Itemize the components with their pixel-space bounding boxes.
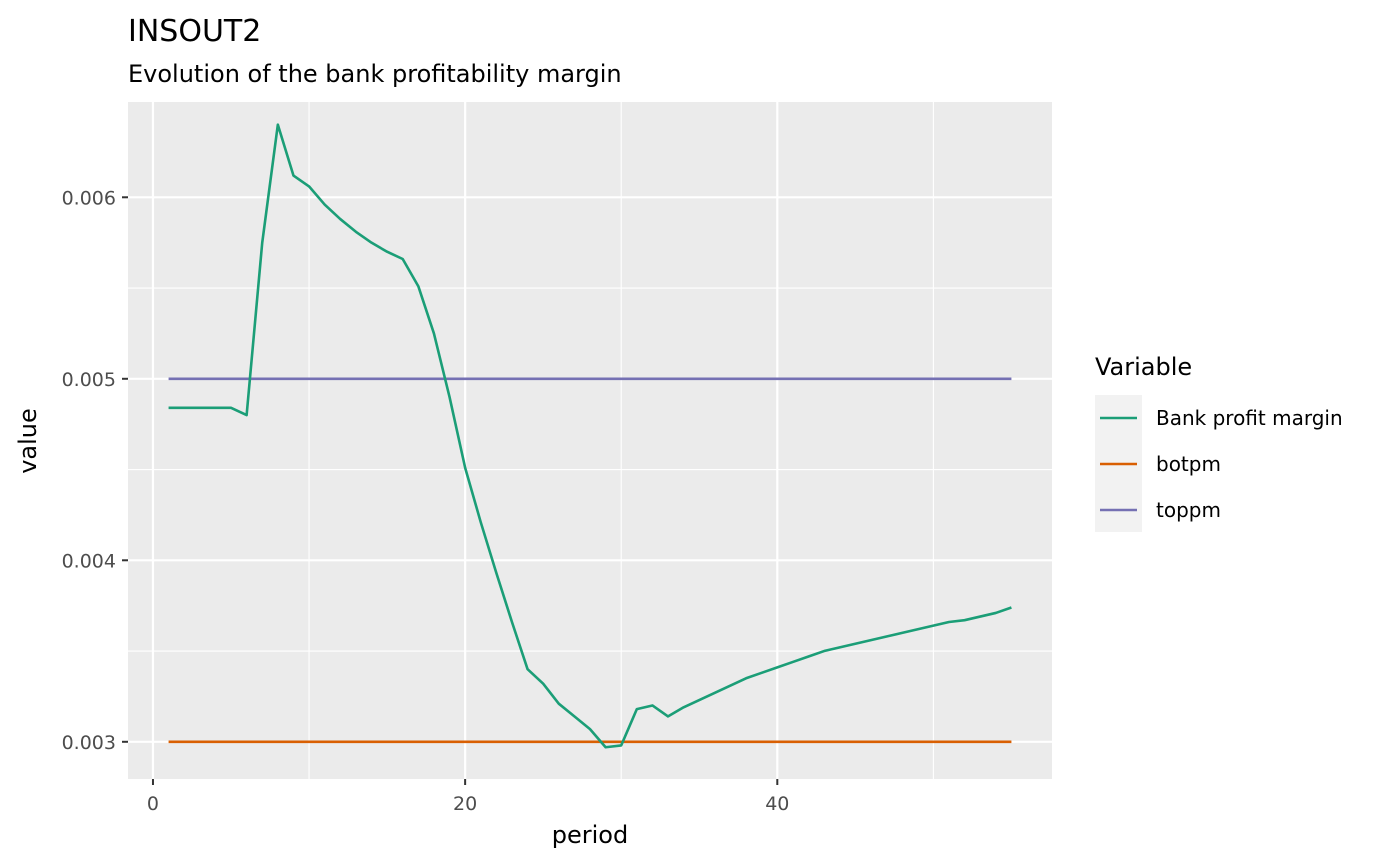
- y-tick-label: 0.006: [62, 187, 116, 209]
- y-tick-label: 0.005: [62, 369, 116, 391]
- series-line-bank-profit-margin: [168, 123, 1012, 749]
- legend: Variable Bank profit margin botpm toppm: [1095, 353, 1343, 532]
- chart-title: INSOUT2: [128, 14, 261, 49]
- plot-panel: [128, 102, 1052, 779]
- x-tick-label: 0: [147, 793, 159, 815]
- x-axis-title: period: [552, 821, 628, 849]
- legend-label: toppm: [1156, 498, 1221, 522]
- x-tick-label: 40: [765, 793, 789, 815]
- legend-label: botpm: [1156, 452, 1221, 476]
- x-tick-labels: 0 20 40: [147, 793, 789, 815]
- y-tick-label: 0.003: [62, 732, 116, 754]
- chart-subtitle: Evolution of the bank profitability marg…: [128, 60, 622, 88]
- y-axis-title: value: [14, 408, 42, 474]
- axis-ticks: [122, 196, 779, 785]
- minor-gridlines: [128, 102, 1052, 779]
- y-tick-label: 0.004: [62, 550, 116, 572]
- x-tick-label: 20: [453, 793, 477, 815]
- series-lines: [168, 123, 1012, 749]
- legend-label: Bank profit margin: [1156, 406, 1343, 430]
- y-tick-labels: 0.003 0.004 0.005 0.006: [62, 187, 116, 754]
- legend-title: Variable: [1095, 353, 1192, 381]
- legend-items: Bank profit margin botpm toppm: [1100, 406, 1343, 522]
